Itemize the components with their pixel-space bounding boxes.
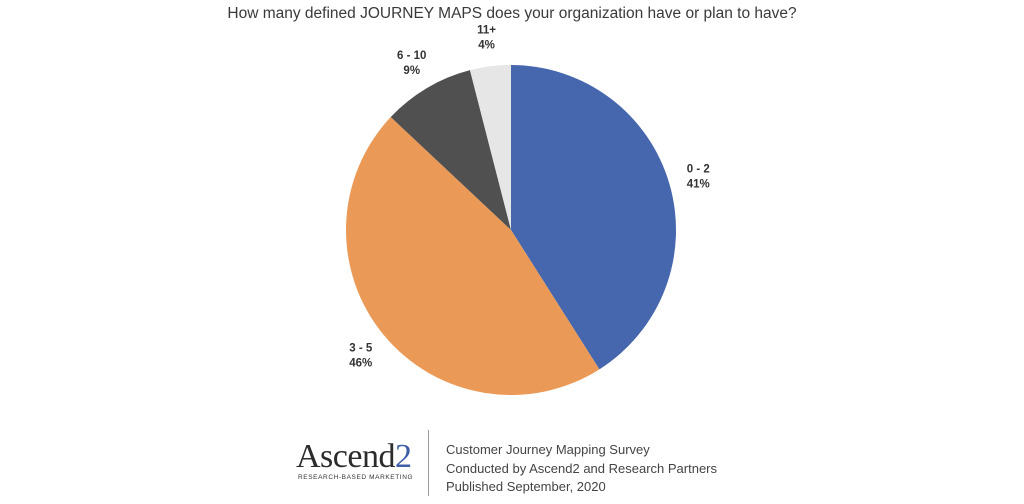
slice-value-0: 41% <box>687 179 710 191</box>
logo-tagline: RESEARCH-BASED MARKETING <box>298 474 414 481</box>
slice-label-3: 11+ <box>477 25 496 37</box>
ascend2-logo: Ascend2 RESEARCH-BASED MARKETING <box>296 440 414 484</box>
slice-value-1: 46% <box>349 357 372 369</box>
pie-slice-0 <box>511 65 677 370</box>
pie-slice-1 <box>345 117 600 396</box>
pie-slice-3 <box>469 65 511 230</box>
footer-text: Customer Journey Mapping Survey Conducte… <box>446 441 717 497</box>
slice-label-1: 3 - 5 <box>349 342 373 354</box>
footer-line-conducted: Conducted by Ascend2 and Research Partne… <box>446 460 718 476</box>
slice-label-2: 6 - 10 <box>397 50 426 62</box>
logo-word: Ascend <box>296 438 395 475</box>
footer-line-survey: Customer Journey Mapping Survey <box>446 442 650 457</box>
pie-slice-2 <box>390 70 511 230</box>
pie-chart: 0 - 2 41% 3 - 5 46% 6 - 10 9% 11+ 4% <box>345 25 710 396</box>
chart-title: How many defined JOURNEY MAPS does your … <box>227 5 797 22</box>
slice-label-0: 0 - 2 <box>687 164 710 176</box>
logo-accent: 2 <box>394 438 412 475</box>
slice-value-2: 9% <box>403 65 420 77</box>
slice-value-3: 4% <box>478 40 495 52</box>
footer-divider <box>428 430 429 496</box>
footer-line-published: Published September, 2020 <box>446 479 606 494</box>
